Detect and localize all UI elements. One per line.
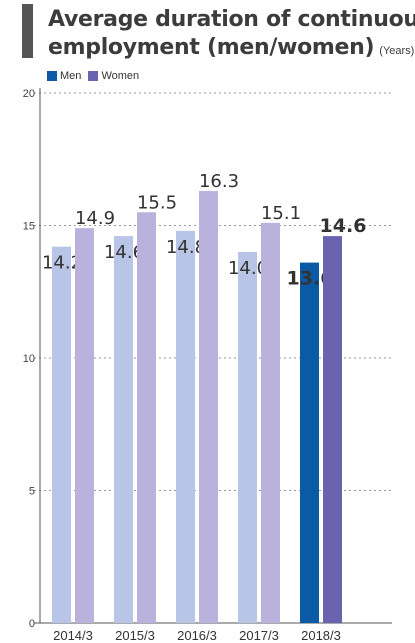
legend-label-women: Women [101, 70, 140, 82]
y-tick-label-10: 10 [23, 353, 35, 365]
bar-women-4 [323, 236, 342, 623]
value-label-men-0: 14.2 [42, 253, 82, 274]
legend: Men Women [47, 70, 143, 84]
legend-item-women: Women [88, 70, 139, 82]
bar-men-4 [300, 262, 319, 623]
chart-header: Average duration of continuous employmen… [0, 0, 415, 90]
chart-title-line-2: employment (men/women) (Years) [48, 35, 414, 60]
value-label-men-4: 13.6 [287, 268, 334, 290]
category-label-1: 2015/3 [115, 628, 155, 643]
bar-men-3 [238, 252, 257, 623]
value-label-women-3: 15.1 [261, 203, 301, 224]
legend-label-men: Men [60, 70, 82, 82]
y-tick-label-5: 5 [29, 486, 35, 498]
chart-title-line-2-text: employment (men/women) [48, 35, 375, 60]
value-label-men-1: 14.6 [104, 242, 144, 263]
value-label-men-3: 14.0 [228, 258, 268, 279]
bar-men-2 [176, 230, 195, 624]
bar-men-0 [52, 246, 71, 623]
category-label-3: 2017/3 [239, 628, 279, 643]
legend-item-men: Men [47, 70, 81, 82]
bar-men-1 [114, 236, 133, 623]
value-label-women-1: 15.5 [137, 192, 177, 213]
category-label-0: 2014/3 [53, 628, 93, 643]
value-label-women-4: 14.6 [320, 215, 367, 237]
legend-swatch-women [88, 71, 99, 81]
category-label-4: 2018/3 [301, 628, 341, 643]
bar-women-2 [199, 191, 218, 624]
title-accent-bar [22, 4, 33, 58]
category-label-2: 2016/3 [177, 628, 217, 643]
y-tick-label-15: 15 [23, 221, 35, 233]
bar-women-3 [261, 222, 280, 623]
bar-women-1 [137, 212, 156, 623]
value-label-men-2: 14.8 [166, 237, 206, 258]
value-label-women-0: 14.9 [75, 208, 115, 229]
value-label-women-2: 16.3 [199, 171, 239, 192]
y-tick-label-20: 20 [23, 88, 35, 100]
bar-women-0 [75, 228, 94, 623]
y-tick-label-0: 0 [29, 618, 35, 630]
chart-title-line-1: Average duration of continuous [48, 7, 415, 32]
legend-swatch-men [47, 71, 57, 81]
unit-label: (Years) [379, 45, 415, 57]
